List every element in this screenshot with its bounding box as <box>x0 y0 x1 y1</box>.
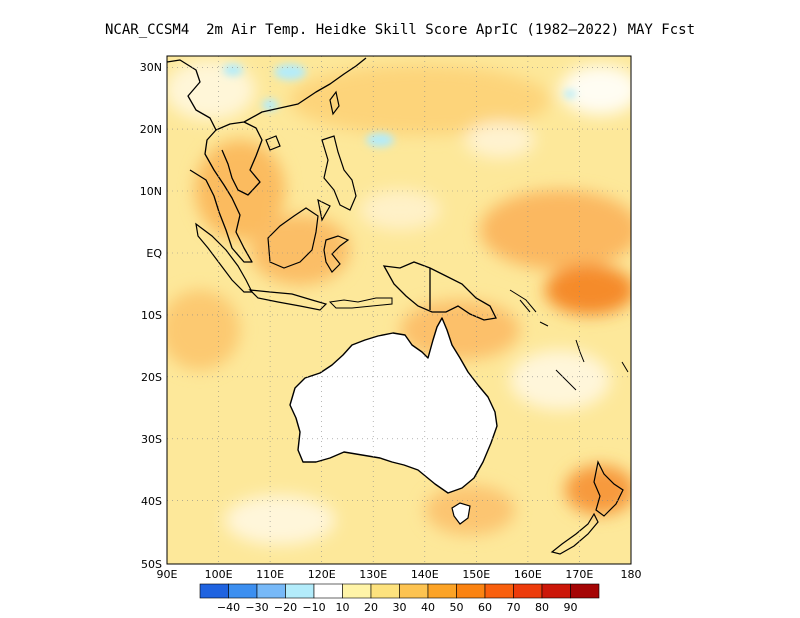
colorbar-label: 70 <box>507 601 521 614</box>
colorbar-label: −20 <box>274 601 297 614</box>
colorbar-swatch <box>427 583 457 599</box>
y-tick-label: 50S <box>141 558 162 571</box>
tasmania <box>451 502 471 525</box>
colorbar-label: −10 <box>302 601 325 614</box>
y-tick-label: 30S <box>141 433 162 446</box>
x-tick-label: 130E <box>359 568 387 581</box>
colorbar-label: 10 <box>336 601 350 614</box>
x-tick-label: 140E <box>411 568 439 581</box>
x-tick-label: 170E <box>565 568 593 581</box>
x-tick-label: 180 <box>621 568 642 581</box>
colorbar-swatch <box>342 583 372 599</box>
colorbar <box>199 583 600 599</box>
new-zealand-north <box>593 460 624 517</box>
x-tick-label: 160E <box>514 568 542 581</box>
hainan <box>265 135 281 151</box>
x-tick-label: 100E <box>205 568 233 581</box>
y-tick-label: 10S <box>141 309 162 322</box>
x-tick-label: 150E <box>462 568 490 581</box>
skill-field <box>167 56 631 564</box>
y-tick-label: EQ <box>146 247 162 260</box>
y-axis-labels: 30N 20N 10N EQ 10S 20S 30S 40S 50S <box>140 61 163 571</box>
x-tick-label: 120E <box>308 568 336 581</box>
java <box>248 289 328 311</box>
x-axis-labels: 90E 100E 110E 120E 130E 140E 150E 160E 1… <box>157 568 642 581</box>
x-tick-label: 90E <box>157 568 178 581</box>
new-zealand-south <box>550 512 599 555</box>
colorbar-labels: −40 −30 −20 −10 10 20 30 40 50 60 70 80 … <box>217 601 578 614</box>
colorbar-label: 50 <box>450 601 464 614</box>
y-tick-label: 10N <box>140 185 162 198</box>
y-tick-label: 40S <box>141 495 162 508</box>
colorbar-swatch <box>285 583 315 599</box>
colorbar-label: −40 <box>217 601 240 614</box>
australia-landmass <box>289 317 498 494</box>
colorbar-label: −30 <box>245 601 268 614</box>
colorbar-swatch <box>228 583 258 599</box>
colorbar-swatch <box>199 583 229 599</box>
colorbar-label: 30 <box>393 601 407 614</box>
y-tick-label: 30N <box>140 61 162 74</box>
borneo <box>267 207 319 269</box>
colorbar-label: 90 <box>564 601 578 614</box>
philippines <box>317 135 357 222</box>
colorbar-swatch <box>541 583 571 599</box>
colorbar-swatch <box>313 583 343 599</box>
colorbar-label: 60 <box>478 601 492 614</box>
colorbar-swatch <box>256 583 286 599</box>
taiwan <box>329 90 340 116</box>
colorbar-swatch <box>484 583 514 599</box>
colorbar-swatch <box>570 583 600 599</box>
y-tick-label: 20N <box>140 123 162 136</box>
colorbar-label: 80 <box>535 601 549 614</box>
new-guinea <box>382 261 497 321</box>
x-tick-label: 110E <box>256 568 284 581</box>
colorbar-swatch <box>456 583 486 599</box>
map-title: NCAR_CCSM4 2m Air Temp. Heidke Skill Sco… <box>104 22 695 38</box>
sumatra <box>195 222 253 293</box>
colorbar-swatch <box>399 583 429 599</box>
solomon-islands <box>509 289 549 327</box>
pacific-islands <box>555 339 629 391</box>
colorbar-swatch <box>370 583 400 599</box>
sulawesi <box>323 235 350 273</box>
map-frame <box>166 55 632 565</box>
lesser-sunda <box>328 297 393 309</box>
y-tick-label: 20S <box>141 371 162 384</box>
colorbar-label: 20 <box>364 601 378 614</box>
colorbar-label: 40 <box>421 601 435 614</box>
asia-coastline <box>167 57 367 263</box>
colorbar-swatch <box>513 583 543 599</box>
